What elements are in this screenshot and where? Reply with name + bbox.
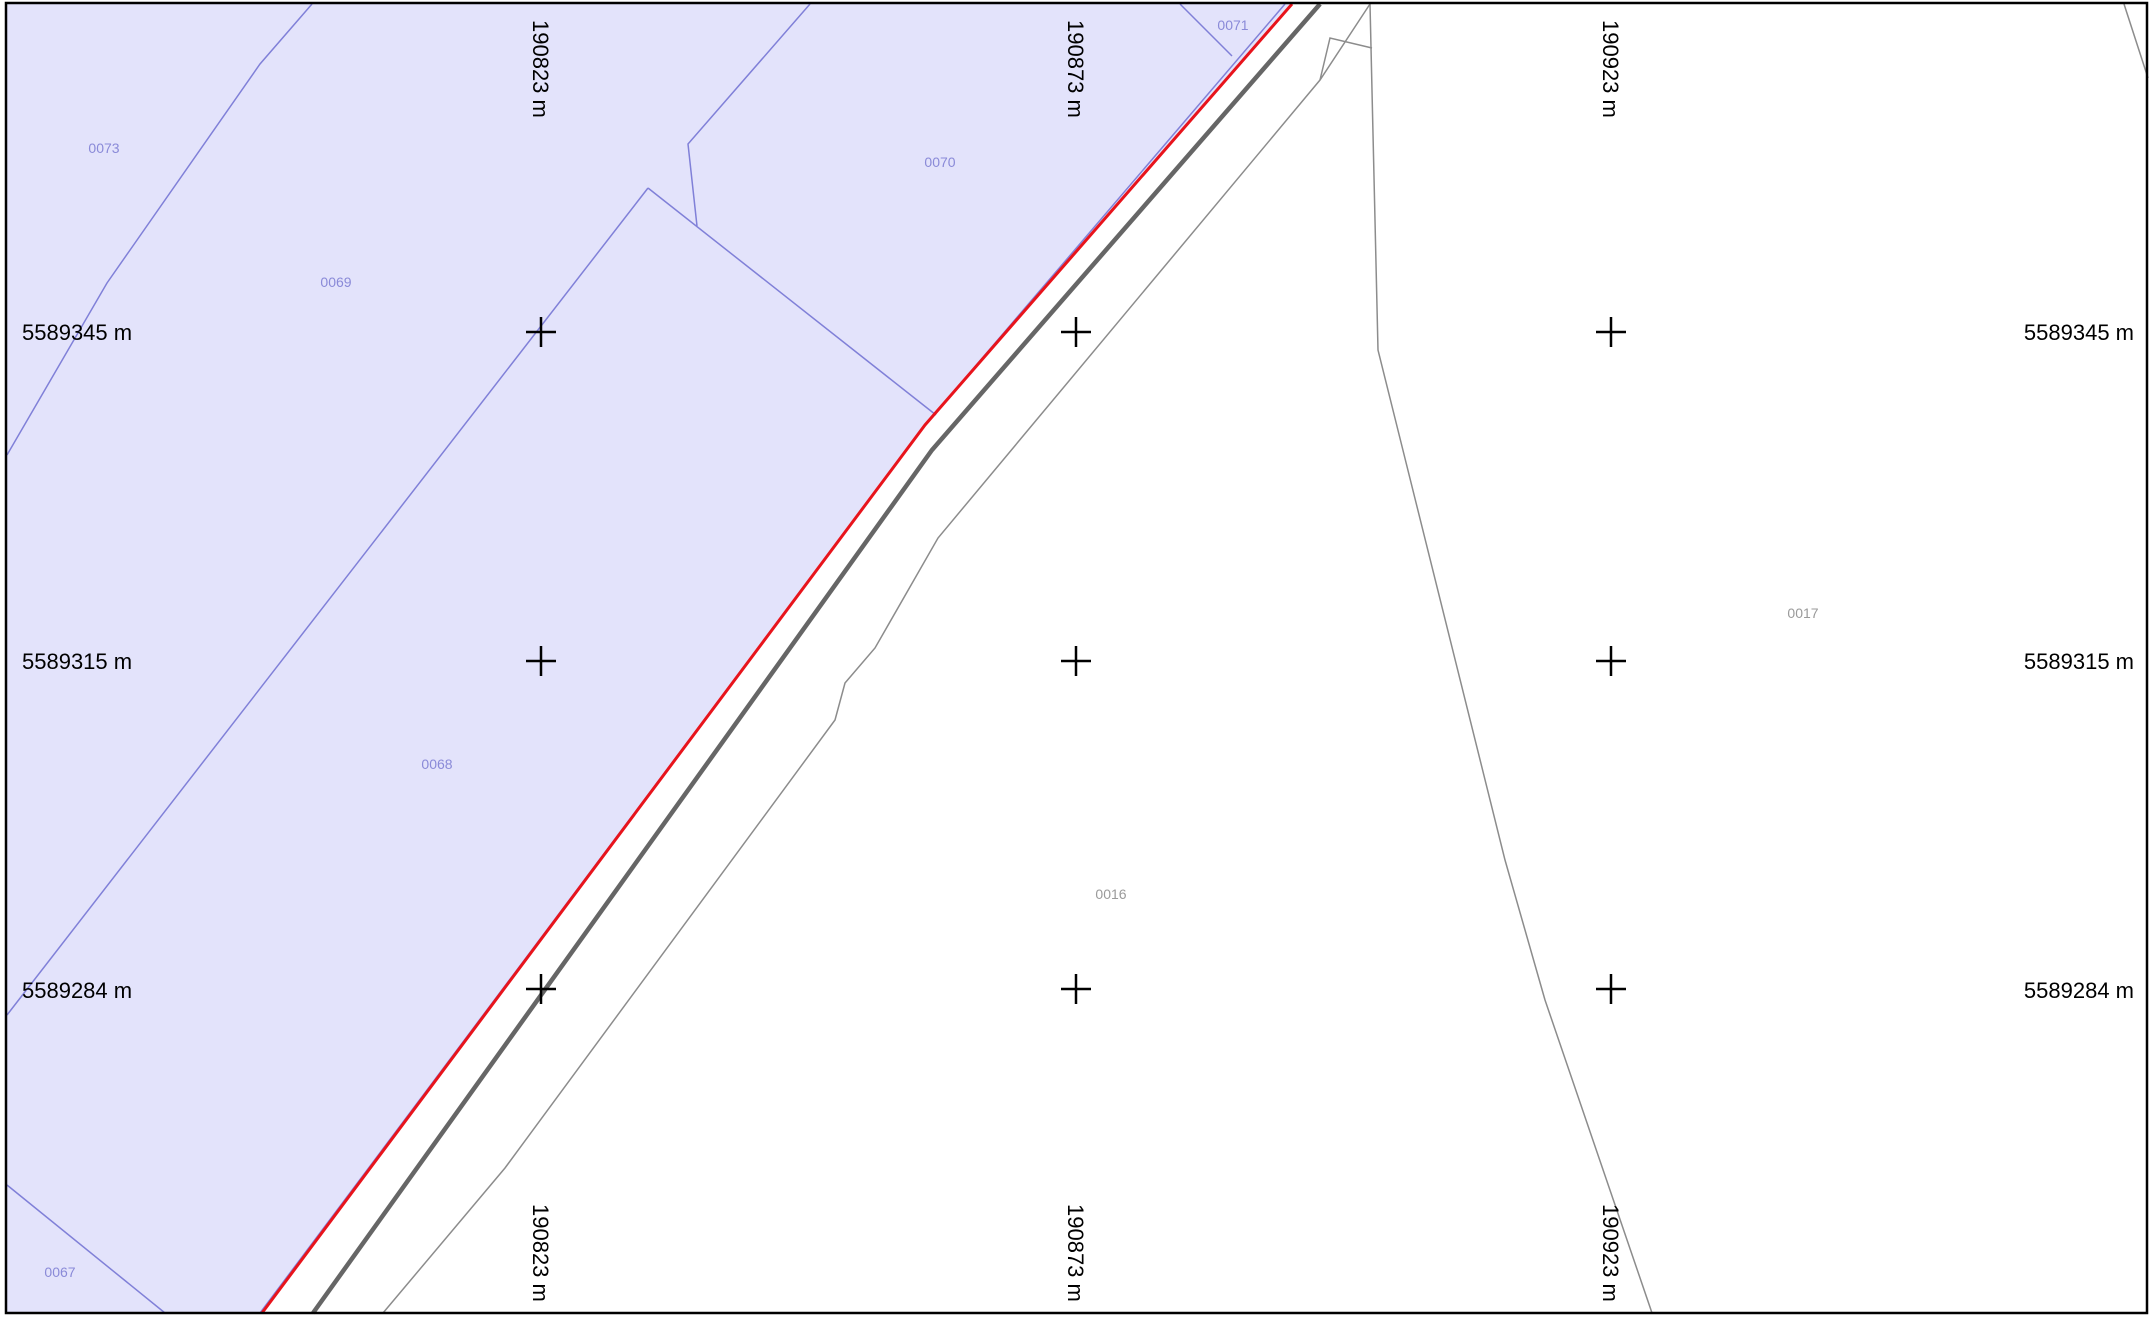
northing-label-right: 5589315 m	[2024, 649, 2134, 674]
road-edge-line	[382, 3, 1371, 1314]
cross-marker-icon	[1596, 974, 1626, 1004]
easting-label-bottom: 190823 m	[528, 1204, 553, 1302]
northing-label-left: 5589284 m	[22, 978, 132, 1003]
parcel-label-0067: 0067	[44, 1264, 75, 1280]
parcel-line-0073-0069	[6, 3, 313, 456]
northing-label-left: 5589345 m	[22, 320, 132, 345]
cross-marker-icon	[526, 646, 556, 676]
red-boundary-line	[260, 3, 1294, 1314]
thin-boundaries	[382, 3, 2149, 1314]
easting-label-top: 190923 m	[1598, 20, 1623, 118]
cross-marker-icon	[526, 317, 556, 347]
easting-label-bottom: 190873 m	[1063, 1204, 1088, 1302]
northing-label-left: 5589315 m	[22, 649, 132, 674]
parcel-label-0068: 0068	[421, 756, 452, 772]
cross-marker-icon	[1596, 317, 1626, 347]
parcel-line-0070-0071	[1179, 3, 1233, 57]
easting-label-top: 190823 m	[528, 20, 553, 118]
parcel-line-0068-0067	[6, 1184, 166, 1314]
parcel-label-0070: 0070	[924, 154, 955, 170]
easting-label-bottom: 190923 m	[1598, 1204, 1623, 1302]
parcel-zone-fill	[7, 4, 1290, 1313]
easting-label-top: 190873 m	[1063, 20, 1088, 118]
cross-marker-icon	[1061, 317, 1091, 347]
northing-label-right: 5589284 m	[2024, 978, 2134, 1003]
road-line	[311, 2, 1322, 1315]
parcel-label-0073: 0073	[88, 140, 119, 156]
cross-marker-icon	[1061, 974, 1091, 1004]
parcel-label-0071: 0071	[1217, 17, 1248, 33]
cross-marker-icon	[526, 974, 556, 1004]
cross-marker-icon	[1596, 646, 1626, 676]
cross-marker-icon	[1061, 646, 1091, 676]
northing-label-right: 5589345 m	[2024, 320, 2134, 345]
parcel-line-0069-0070	[687, 3, 811, 227]
frame-corner-line	[2123, 3, 2149, 79]
grid-markers	[526, 317, 1626, 1004]
parcel-line-0070-0068	[647, 187, 937, 416]
parcel-label-0016: 0016	[1095, 886, 1126, 902]
parcel-label-0069: 0069	[320, 274, 351, 290]
parcel-label-0017: 0017	[1787, 605, 1818, 621]
access-notch	[1319, 37, 1373, 81]
map-border	[4, 1, 2149, 1315]
parcel-line-0016-0017	[1369, 3, 1653, 1314]
